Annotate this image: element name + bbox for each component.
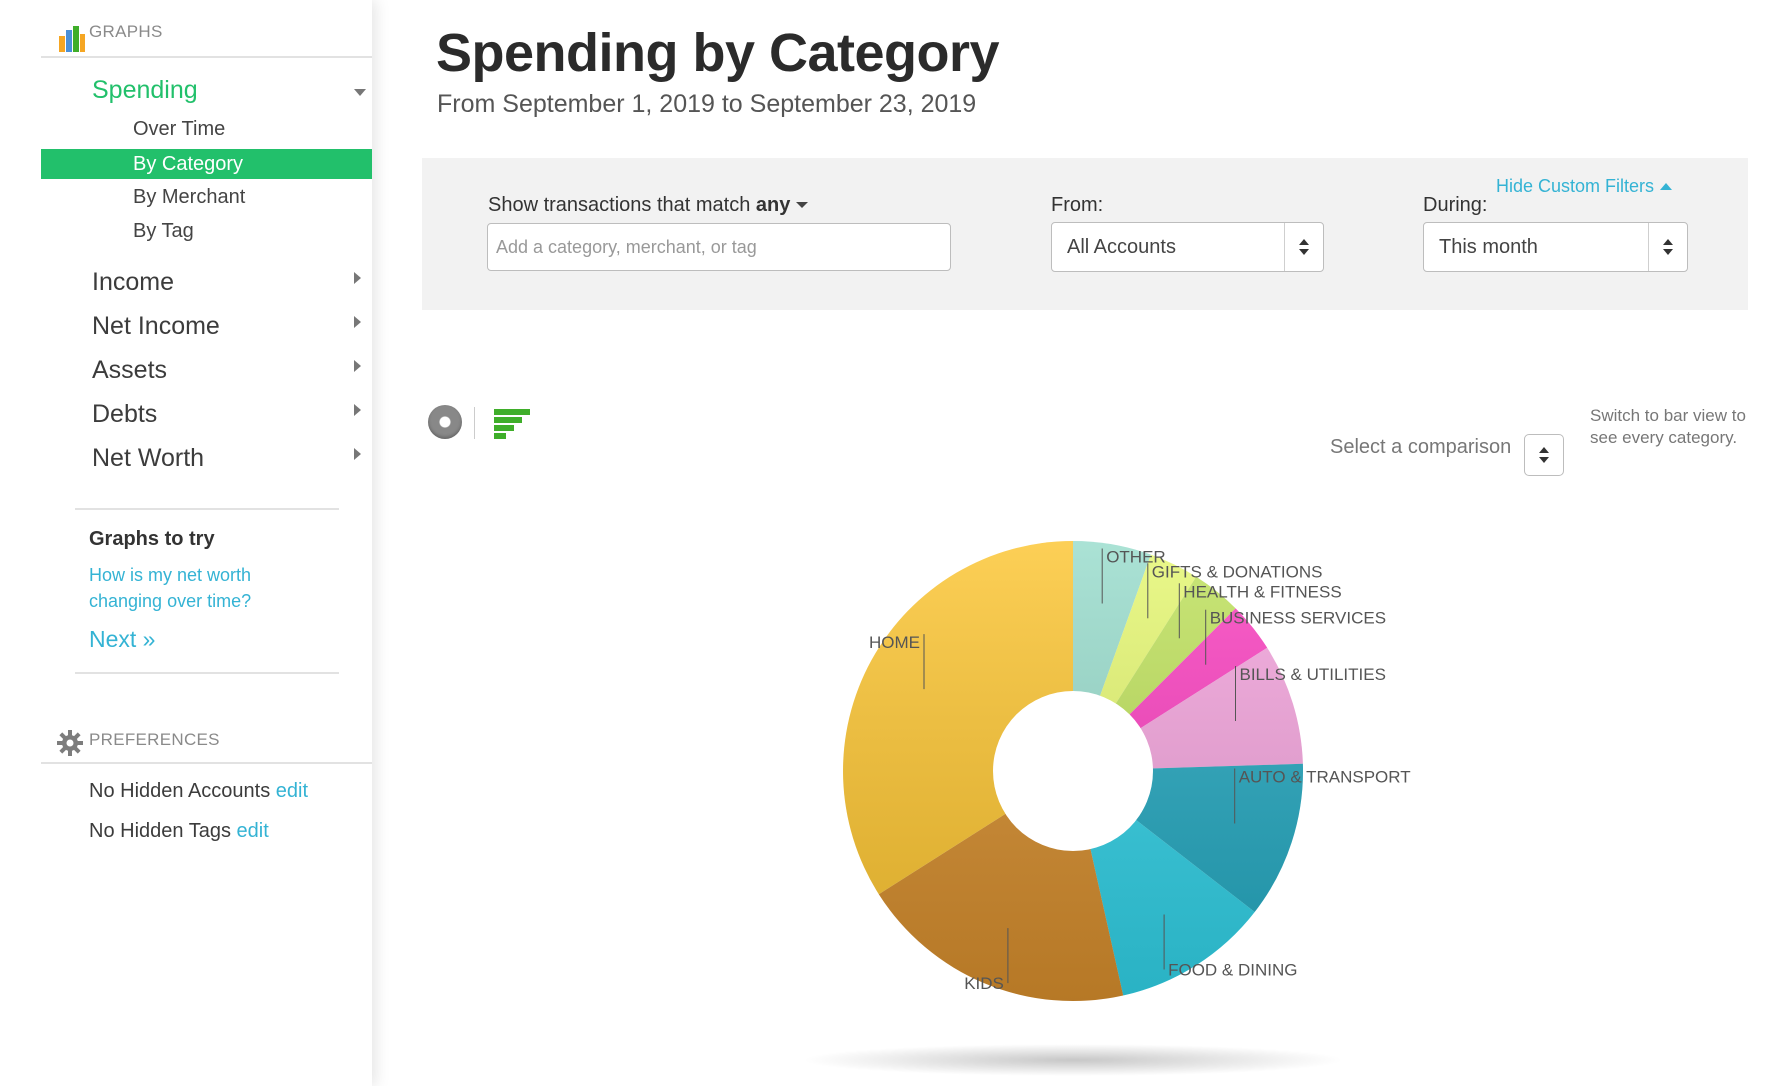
slice-label: GIFTS & DONATIONS bbox=[1152, 562, 1323, 581]
comparison-select[interactable] bbox=[1524, 434, 1564, 476]
toggle-separator bbox=[474, 407, 475, 439]
hidden-tags-line: No Hidden Tags edit bbox=[89, 820, 269, 843]
filter-search-input[interactable] bbox=[487, 223, 951, 271]
edit-hidden-tags-link[interactable]: edit bbox=[236, 820, 269, 842]
slice-label: KIDS bbox=[964, 974, 1004, 993]
nav-assets[interactable]: Assets bbox=[92, 356, 168, 384]
donut-hole bbox=[993, 691, 1153, 851]
bar-view-icon[interactable] bbox=[494, 409, 530, 439]
nav-sub-by-category[interactable]: By Category bbox=[41, 149, 372, 179]
graphs-to-try-title: Graphs to try bbox=[89, 528, 215, 550]
caret-down-icon[interactable] bbox=[796, 202, 809, 208]
during-label: During: bbox=[1423, 194, 1488, 216]
period-select[interactable]: This month bbox=[1423, 222, 1688, 272]
nav-sub-by-merchant[interactable]: By Merchant bbox=[133, 186, 246, 208]
sidebar: GRAPHS Spending Over Time By Category By… bbox=[0, 0, 372, 1086]
nav-net-worth[interactable]: Net Worth bbox=[92, 444, 205, 472]
slice-label: BILLS & UTILITIES bbox=[1240, 665, 1386, 684]
slice-label: OTHER bbox=[1106, 548, 1166, 567]
chart-shadow bbox=[803, 1044, 1343, 1076]
graphs-label: GRAPHS bbox=[89, 22, 163, 41]
bar-chart-icon bbox=[59, 26, 85, 52]
gear-icon bbox=[57, 730, 83, 756]
chevron-right-icon[interactable] bbox=[354, 360, 361, 372]
select-arrows-icon bbox=[1648, 223, 1687, 271]
slice-label: HOME bbox=[869, 633, 920, 652]
chevron-right-icon[interactable] bbox=[354, 448, 361, 460]
next-link[interactable]: Next » bbox=[89, 626, 156, 652]
hidden-accounts-text: No Hidden Accounts bbox=[89, 780, 271, 802]
chevron-right-icon[interactable] bbox=[354, 316, 361, 328]
accounts-select-value: All Accounts bbox=[1067, 236, 1176, 258]
nav-sub-over-time[interactable]: Over Time bbox=[133, 118, 226, 140]
graphs-section-header: GRAPHS bbox=[41, 0, 372, 58]
comparison-label: Select a comparison bbox=[1330, 436, 1512, 458]
divider bbox=[75, 672, 339, 674]
nav-spending[interactable]: Spending bbox=[92, 76, 198, 104]
hidden-accounts-line: No Hidden Accounts edit bbox=[89, 780, 308, 803]
net-worth-suggestion-link[interactable]: How is my net worth changing over time? bbox=[89, 565, 252, 611]
preferences-section-header: PREFERENCES bbox=[41, 708, 372, 764]
pie-view-icon[interactable] bbox=[428, 405, 462, 439]
hide-custom-filters-link[interactable]: Hide Custom Filters bbox=[1496, 176, 1673, 197]
select-arrows-icon bbox=[1284, 223, 1323, 271]
nav-sub-by-tag[interactable]: By Tag bbox=[133, 220, 194, 242]
hide-custom-filters-label: Hide Custom Filters bbox=[1496, 176, 1655, 196]
match-mode-dropdown[interactable]: any bbox=[755, 194, 791, 216]
chevron-right-icon[interactable] bbox=[354, 404, 361, 416]
chevron-down-icon[interactable] bbox=[354, 89, 366, 96]
custom-filters-panel: Hide Custom Filters Show transactions th… bbox=[422, 158, 1748, 310]
nav-net-income[interactable]: Net Income bbox=[92, 312, 220, 340]
hidden-tags-text: No Hidden Tags bbox=[89, 820, 231, 842]
preferences-label: PREFERENCES bbox=[89, 730, 220, 749]
caret-up-icon bbox=[1660, 183, 1673, 190]
from-label: From: bbox=[1051, 194, 1104, 216]
accounts-select[interactable]: All Accounts bbox=[1051, 222, 1324, 272]
slice-label: HEALTH & FITNESS bbox=[1183, 582, 1341, 601]
date-range-subtitle: From September 1, 2019 to September 23, … bbox=[437, 90, 977, 118]
match-label: Show transactions that match any bbox=[488, 194, 809, 217]
slice-label: AUTO & TRANSPORT bbox=[1239, 768, 1411, 787]
bar-view-tip: Switch to bar view to see every category… bbox=[1590, 406, 1746, 447]
divider bbox=[75, 508, 339, 510]
slice-label: FOOD & DINING bbox=[1168, 961, 1297, 980]
page-title: Spending by Category bbox=[436, 23, 1000, 83]
period-select-value: This month bbox=[1439, 236, 1538, 258]
edit-hidden-accounts-link[interactable]: edit bbox=[275, 780, 309, 802]
chevron-right-icon[interactable] bbox=[354, 272, 361, 284]
slice-label: BUSINESS SERVICES bbox=[1210, 609, 1386, 628]
nav-income[interactable]: Income bbox=[92, 268, 174, 296]
nav-debts[interactable]: Debts bbox=[92, 400, 158, 428]
match-label-text: Show transactions that match bbox=[488, 194, 751, 216]
